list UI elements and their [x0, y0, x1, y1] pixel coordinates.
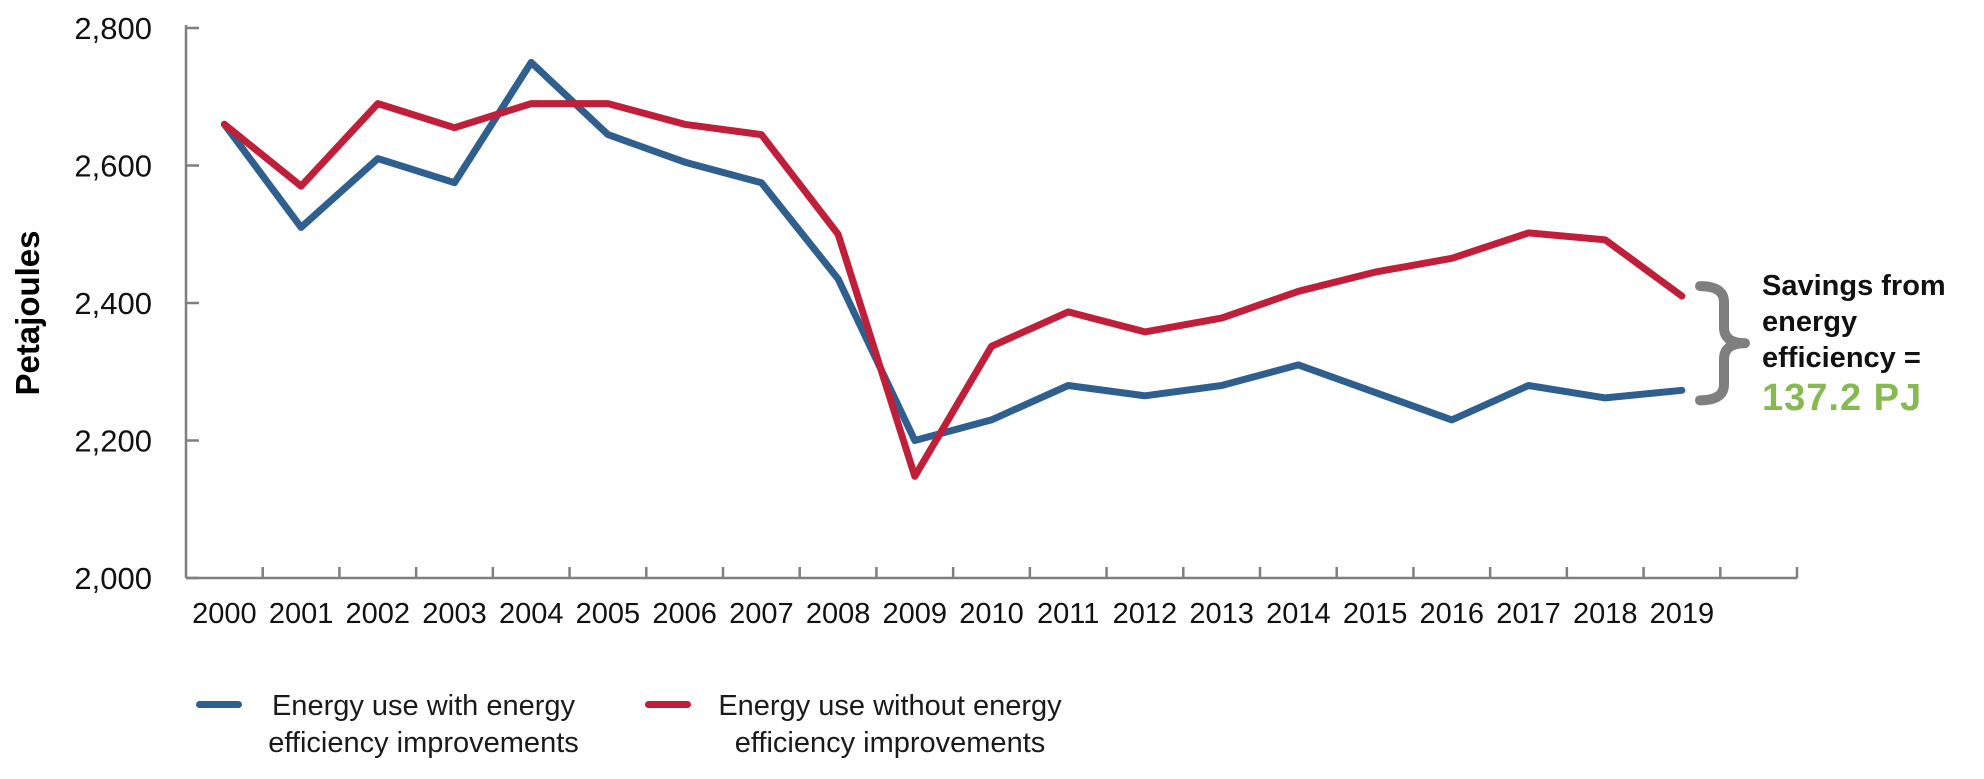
x-tick-label: 2013: [1189, 598, 1254, 630]
x-tick-label: 2009: [883, 598, 948, 630]
legend-item-with-efficiency: Energy use with energy efficiency improv…: [196, 688, 596, 762]
x-tick-label: 2003: [422, 598, 487, 630]
legend-label-without-efficiency: Energy use without energy efficiency imp…: [718, 690, 1062, 759]
savings-brace: [1695, 281, 1750, 406]
x-tick-label: 2007: [729, 598, 794, 630]
x-tick-label: 2005: [576, 598, 641, 630]
legend-swatch-with-efficiency: [196, 701, 242, 708]
x-tick-label: 2002: [346, 598, 411, 630]
x-tick-label: 2018: [1573, 598, 1638, 630]
x-tick-label: 2016: [1420, 598, 1485, 630]
savings-annotation-label: Savings from energy efficiency =: [1762, 270, 1946, 374]
legend-item-without-efficiency: Energy use without energy efficiency imp…: [645, 688, 1080, 762]
x-tick-label: 2008: [806, 598, 871, 630]
x-tick-label: 2017: [1496, 598, 1561, 630]
x-tick-label: 2004: [499, 598, 564, 630]
chart-svg: 2,000 2,200 2,400 2,600 2,800 2000 2001 2002 200…: [74, 11, 1799, 630]
legend-label-with-efficiency: Energy use with energy efficiency improv…: [268, 690, 579, 759]
series-line-with-efficiency: [220, 58, 1686, 444]
x-tick-label: 2010: [959, 598, 1024, 630]
y-tick-label: 2,200: [74, 424, 152, 459]
x-tick-label: 2014: [1266, 598, 1331, 630]
x-tick-label: 2000: [192, 598, 257, 630]
savings-annotation-value: 137.2 PJ: [1762, 377, 1923, 419]
y-tick-label: 2,400: [74, 286, 152, 321]
x-tick-label: 2019: [1650, 598, 1715, 630]
x-tick-label: 2001: [269, 598, 334, 630]
x-tick-label: 2011: [1037, 598, 1099, 630]
series-line-without-efficiency: [220, 100, 1686, 480]
x-tick-label: 2006: [652, 598, 717, 630]
savings-annotation: Savings from energy efficiency = 137.2 P…: [1762, 268, 1972, 420]
x-tick-label: 2015: [1343, 598, 1408, 630]
legend-swatch-without-efficiency: [645, 701, 691, 708]
x-tick-label: 2012: [1113, 598, 1178, 630]
y-tick-label: 2,800: [74, 11, 152, 46]
y-tick-label: 2,600: [74, 149, 152, 184]
y-tick-label: 2,000: [74, 561, 152, 596]
